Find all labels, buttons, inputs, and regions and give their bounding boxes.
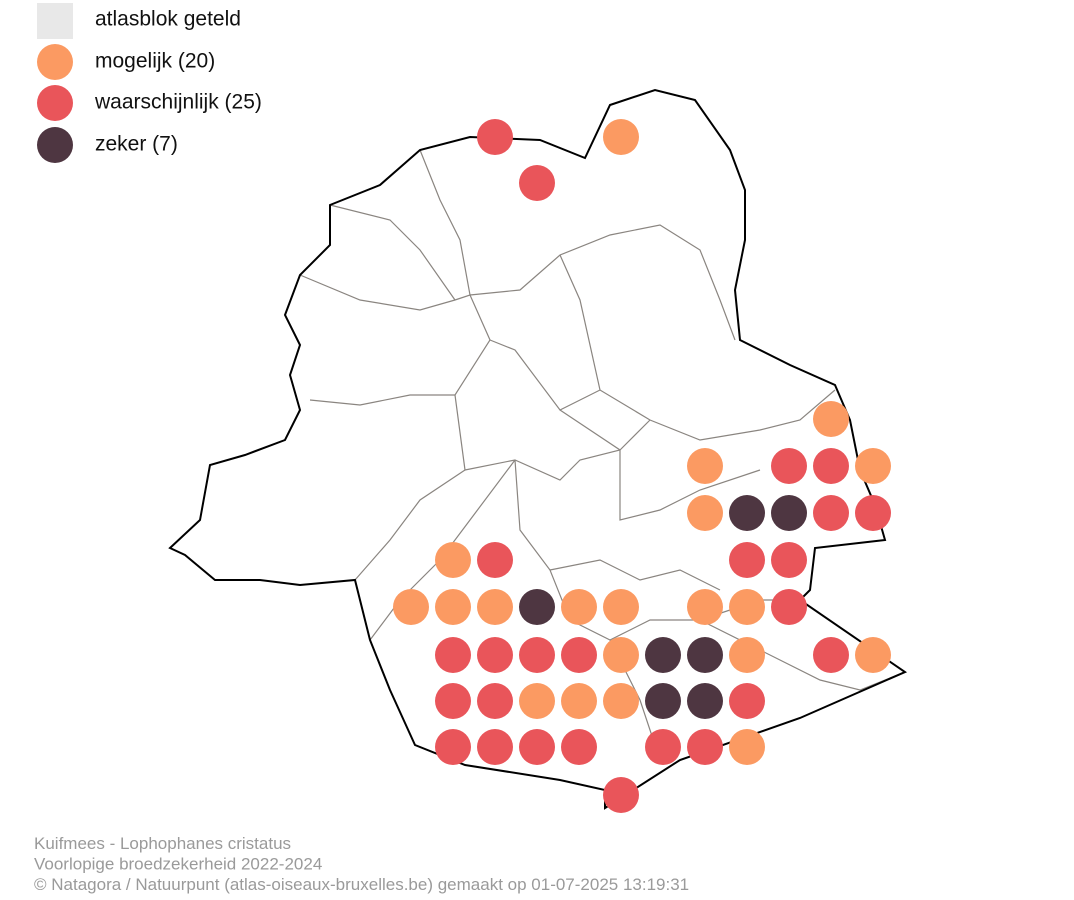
observation-dot	[855, 448, 891, 484]
legend-label: atlasblok geteld	[95, 8, 241, 31]
observation-dot	[687, 683, 723, 719]
observation-dot	[687, 448, 723, 484]
observation-dot	[561, 637, 597, 673]
observation-dot	[519, 589, 555, 625]
observation-dot	[687, 495, 723, 531]
observation-dot	[519, 729, 555, 765]
observation-dot	[603, 637, 639, 673]
observation-dot	[477, 119, 513, 155]
observation-dot	[729, 542, 765, 578]
observation-dot	[603, 119, 639, 155]
observation-dot	[477, 729, 513, 765]
legend: atlasblok geteld mogelijk (20) waarschijnl…	[37, 3, 262, 163]
observation-dot	[729, 637, 765, 673]
observation-dot	[603, 683, 639, 719]
footer-line: Kuifmees - Lophophanes cristatus	[34, 834, 291, 853]
observation-dot	[435, 589, 471, 625]
legend-swatch	[37, 85, 73, 121]
observation-dot	[561, 589, 597, 625]
legend-swatch	[37, 44, 73, 80]
observation-dot	[477, 589, 513, 625]
observation-dot	[519, 637, 555, 673]
observation-dot	[771, 589, 807, 625]
observation-dot	[687, 637, 723, 673]
observation-dot	[603, 589, 639, 625]
observation-dot	[435, 542, 471, 578]
observation-dot	[771, 495, 807, 531]
observation-dot	[813, 448, 849, 484]
observation-dot	[519, 165, 555, 201]
observation-dot	[477, 683, 513, 719]
observation-dot	[855, 495, 891, 531]
legend-label: waarschijnlijk (25)	[94, 91, 262, 114]
footer-line: © Natagora / Natuurpunt (atlas-oiseaux-b…	[34, 875, 689, 894]
observation-dot	[813, 495, 849, 531]
footer: Kuifmees - Lophophanes cristatus Voorlopi…	[34, 834, 689, 894]
region-outline	[168, 88, 908, 810]
observation-dot	[645, 683, 681, 719]
observation-dot	[603, 777, 639, 813]
legend-label: mogelijk (20)	[95, 50, 215, 73]
observation-dot	[771, 542, 807, 578]
observation-dot	[477, 542, 513, 578]
observation-dot	[771, 448, 807, 484]
observation-dot	[561, 683, 597, 719]
observation-dot	[393, 589, 429, 625]
observation-dot	[729, 589, 765, 625]
observation-dot	[813, 401, 849, 437]
observation-dot	[435, 683, 471, 719]
observation-dot	[855, 637, 891, 673]
observation-dot	[687, 589, 723, 625]
observation-dot	[645, 637, 681, 673]
observation-dot	[561, 729, 597, 765]
observation-dot	[477, 637, 513, 673]
observation-dots	[393, 119, 891, 813]
observation-dot	[519, 683, 555, 719]
municipality-borders	[299, 149, 906, 761]
observation-dot	[729, 729, 765, 765]
observation-dot	[729, 683, 765, 719]
legend-label: zeker (7)	[95, 133, 178, 156]
observation-dot	[813, 637, 849, 673]
observation-dot	[435, 637, 471, 673]
legend-swatch	[37, 3, 73, 39]
observation-dot	[729, 495, 765, 531]
footer-line: Voorlopige broedzekerheid 2022-2024	[34, 855, 322, 874]
observation-dot	[645, 729, 681, 765]
legend-swatch	[37, 127, 73, 163]
observation-dot	[687, 729, 723, 765]
observation-dot	[435, 729, 471, 765]
